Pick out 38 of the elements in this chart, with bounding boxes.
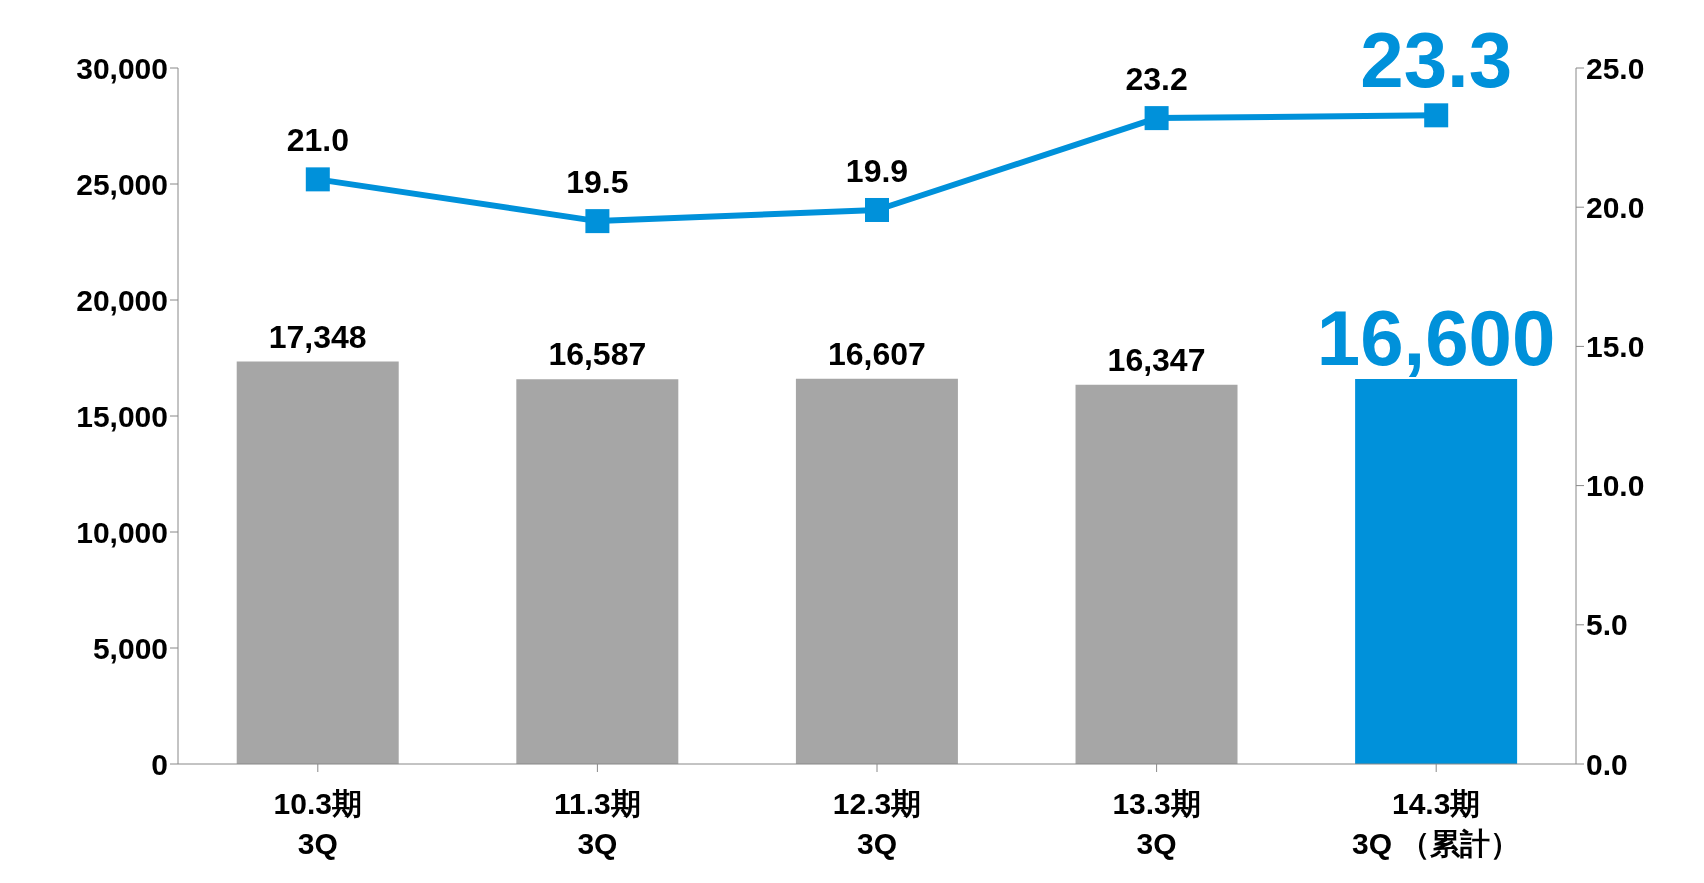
data-label: 19.9	[845, 152, 909, 189]
point	[305, 167, 330, 192]
bar	[1355, 378, 1518, 764]
y-tick-label: 20,000	[76, 283, 168, 317]
point	[1424, 103, 1449, 128]
x-tick-label: 13.3期 3Q	[1112, 787, 1201, 860]
y-tick-label: 25,000	[76, 167, 168, 201]
data-label: 19.5	[566, 164, 629, 201]
bar	[795, 378, 958, 764]
data-label: 16,600	[1316, 293, 1556, 382]
point	[865, 197, 889, 222]
bar	[1075, 384, 1238, 764]
y2-tick-label: 10.0	[1586, 469, 1645, 503]
y2-tick-label: 20.0	[1586, 190, 1645, 224]
bar	[236, 361, 399, 764]
y2-tick-label: 15.0	[1586, 330, 1645, 364]
x-tick-label: 10.3期 3Q	[273, 787, 362, 860]
point	[1144, 106, 1169, 131]
bar	[516, 379, 679, 764]
x-tick-label: 12.3期 3Q	[832, 787, 922, 860]
data-label: 16,587	[548, 336, 647, 373]
y-tick-label: 30,000	[76, 51, 168, 85]
x-tick-label: 14.3期 3Q （累計）	[1352, 787, 1521, 860]
data-label: 17,348	[268, 318, 367, 355]
y-tick-label: 10,000	[76, 515, 168, 549]
data-label: 23.3	[1360, 16, 1513, 105]
data-label: 16,347	[1107, 341, 1206, 378]
y-tick-label: 0	[151, 747, 168, 781]
x-tick-label: 11.3期 3Q	[554, 787, 641, 860]
y-tick-label: 15,000	[76, 399, 168, 433]
y2-tick-label: 0.0	[1586, 747, 1628, 781]
data-label: 16,607	[827, 335, 926, 372]
y-tick-label: 5,000	[92, 631, 168, 665]
point	[585, 209, 610, 234]
data-label: 23.2	[1125, 61, 1188, 98]
data-label: 21.0	[286, 122, 349, 159]
y2-tick-label: 25.0	[1586, 51, 1645, 85]
y2-tick-label: 5.0	[1586, 608, 1628, 642]
